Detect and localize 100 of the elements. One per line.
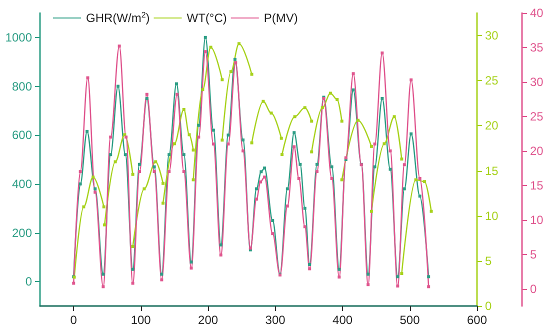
point	[154, 160, 158, 164]
point	[370, 144, 373, 148]
point	[182, 170, 186, 174]
y2-tick-label: 0	[485, 299, 492, 313]
point	[72, 282, 76, 285]
point	[138, 170, 141, 174]
point	[192, 178, 195, 182]
point	[162, 202, 165, 205]
point	[260, 170, 263, 174]
point	[116, 84, 120, 88]
point	[330, 165, 334, 168]
point	[114, 160, 117, 164]
y2-tick-label: 25	[485, 74, 499, 88]
y3-tick-label: 40	[530, 6, 544, 20]
point	[174, 82, 178, 86]
point	[410, 78, 413, 82]
point	[303, 225, 306, 228]
point	[418, 176, 422, 180]
point	[402, 163, 406, 166]
x-tick-label: 0	[70, 313, 78, 327]
point	[234, 61, 238, 64]
point	[370, 210, 373, 213]
point	[190, 260, 193, 264]
point	[352, 88, 355, 92]
point	[388, 168, 392, 171]
point	[204, 50, 207, 54]
point	[430, 210, 433, 213]
y2-tick-label: 20	[485, 118, 499, 133]
point	[315, 162, 318, 166]
point	[138, 162, 141, 166]
point	[238, 42, 241, 46]
point	[78, 170, 82, 174]
y2-tick-label: 30	[485, 28, 499, 43]
point	[414, 178, 418, 182]
point	[328, 92, 332, 95]
point	[162, 182, 165, 185]
point	[286, 204, 289, 208]
point	[292, 131, 296, 134]
point	[176, 92, 179, 96]
point	[142, 187, 146, 190]
point	[418, 194, 422, 198]
point	[380, 51, 384, 54]
point	[250, 141, 254, 144]
point	[396, 284, 400, 288]
point	[197, 124, 200, 127]
point	[145, 96, 148, 100]
point	[102, 285, 105, 288]
point	[160, 272, 164, 276]
point	[219, 253, 222, 256]
point	[242, 149, 245, 152]
point	[168, 170, 171, 174]
point	[352, 72, 355, 76]
point	[209, 46, 212, 49]
point	[388, 149, 392, 152]
point	[396, 275, 400, 278]
y2-tick-label: 5	[485, 254, 492, 268]
point	[94, 187, 97, 190]
y2-tick-label: 10	[485, 208, 499, 223]
point	[172, 142, 176, 146]
point	[212, 142, 215, 146]
point	[297, 176, 300, 180]
y3-tick-label: 0	[530, 282, 537, 296]
x-tick-label: 200	[198, 313, 218, 327]
point	[226, 142, 230, 146]
legend-label: P(MV)	[264, 11, 298, 25]
point	[250, 72, 254, 76]
point	[400, 158, 404, 161]
point	[152, 170, 156, 174]
point	[131, 245, 134, 248]
point	[220, 78, 224, 82]
point	[308, 262, 312, 266]
point	[392, 115, 396, 118]
point	[197, 136, 200, 139]
y-tick-label: 1000	[5, 30, 32, 44]
point	[259, 180, 262, 184]
y3-tick-label: 20	[530, 144, 544, 158]
point	[330, 176, 334, 180]
point	[373, 165, 376, 168]
point	[109, 136, 112, 139]
point	[118, 44, 121, 48]
y3-tick-label: 35	[530, 40, 544, 54]
point	[226, 134, 230, 137]
point	[303, 106, 306, 110]
point	[263, 176, 266, 179]
point	[338, 276, 341, 279]
point	[427, 275, 430, 278]
point	[427, 285, 430, 288]
point	[271, 232, 274, 236]
point	[204, 36, 207, 39]
point	[254, 198, 258, 201]
point	[263, 166, 266, 170]
point	[212, 128, 215, 132]
point	[94, 190, 97, 194]
point	[182, 108, 186, 111]
point	[188, 133, 191, 136]
x-tick-label: 600	[466, 313, 488, 327]
point	[366, 283, 370, 286]
point	[262, 100, 265, 103]
y3-tick-label: 25	[530, 109, 544, 124]
point	[382, 142, 386, 146]
